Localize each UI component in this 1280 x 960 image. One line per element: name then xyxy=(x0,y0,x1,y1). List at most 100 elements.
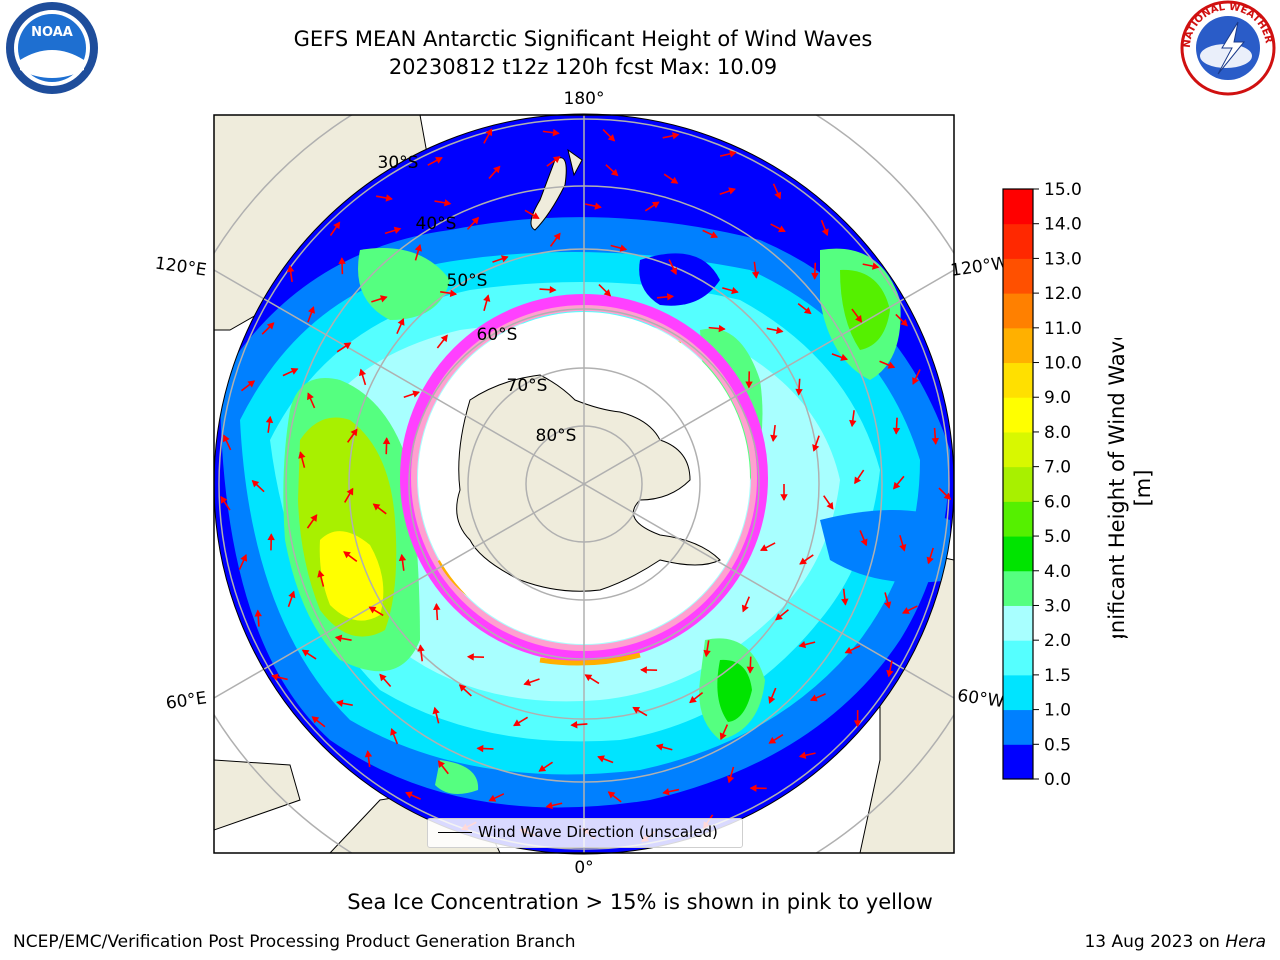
wind-arrow-head xyxy=(745,381,753,389)
wind-arrow-head xyxy=(776,326,784,335)
wind-arrow-head xyxy=(390,728,398,736)
wind-arrow-head xyxy=(549,285,557,294)
colorbar-tick-label: 9.0 xyxy=(1044,388,1071,408)
wind-arrow-head xyxy=(513,719,521,727)
colorbar-tick-label: 8.0 xyxy=(1044,423,1071,443)
wind-arrow-head xyxy=(240,554,248,562)
colorbar-tick-label: 14.0 xyxy=(1044,215,1082,235)
wind-arrow-head xyxy=(380,295,388,303)
colorbar-swatch xyxy=(1003,293,1033,329)
wind-arrow-head xyxy=(346,487,354,496)
colorbar-tick-label: 1.5 xyxy=(1044,666,1071,686)
wind-arrow-head xyxy=(780,494,788,502)
colorbar-swatch xyxy=(1003,570,1033,606)
footer-date-text: 13 Aug 2023 on xyxy=(1084,932,1226,952)
colorbar-swatch xyxy=(1003,189,1033,225)
wind-arrow-head xyxy=(247,380,256,388)
colorbar-tick-label: 15.0 xyxy=(1044,180,1082,200)
wind-arrow-head xyxy=(774,191,782,200)
wind-arrow-head xyxy=(412,390,420,398)
lat-label-80s: 80°S xyxy=(536,426,577,446)
wind-arrow-head xyxy=(267,533,275,541)
wind-arrow-head xyxy=(336,699,344,707)
wind-arrow-head xyxy=(892,427,901,435)
wind-arrow-head xyxy=(731,287,739,295)
sea-ice-note: Sea Ice Concentration > 15% is shown in … xyxy=(347,890,933,914)
colorbar-swatch xyxy=(1003,362,1033,398)
lon-label-180: 180° xyxy=(564,89,605,109)
colorbar-swatch xyxy=(1003,744,1033,780)
wind-arrow-head xyxy=(840,353,848,361)
colorbar-label-line1: Significant Height of Wind Waves xyxy=(1105,338,1129,638)
lat-label-70s: 70°S xyxy=(507,376,548,396)
colorbar-swatch xyxy=(1003,536,1033,572)
wind-arrow-head xyxy=(826,501,834,510)
wind-arrow-head xyxy=(872,262,880,270)
wind-arrow-head xyxy=(610,168,619,177)
colorbar-tick-label: 11.0 xyxy=(1044,319,1082,339)
map-border xyxy=(213,114,955,854)
lat-label-30s: 30°S xyxy=(378,153,419,173)
wind-arrow-head xyxy=(718,324,726,333)
wind-arrow-head xyxy=(632,706,641,714)
wind-arrow-head xyxy=(689,696,697,704)
wind-arrow-head xyxy=(338,257,346,265)
wind-arrow-head xyxy=(899,544,907,552)
wind-arrow-head xyxy=(290,367,299,375)
wind-arrow-head xyxy=(768,696,776,704)
chart-subtitle: 20230812 t12z 120h fcst Max: 10.09 xyxy=(388,55,778,79)
wind-arrow-head xyxy=(286,265,295,273)
footer-date: 13 Aug 2023 on Hera xyxy=(1084,932,1266,952)
wind-arrow-head xyxy=(485,128,493,137)
wind-arrow-head xyxy=(483,294,491,302)
wind-arrow-head xyxy=(844,646,853,654)
wind-arrow-head xyxy=(710,231,719,239)
wind-arrow-head xyxy=(317,570,325,578)
wind-arrow-head xyxy=(768,736,777,744)
wind-arrow-head xyxy=(433,603,441,611)
lat-label-60s: 60°S xyxy=(477,325,518,345)
colorbar-tick-label: 1.0 xyxy=(1044,701,1071,721)
wind-arrow-head xyxy=(594,202,602,210)
wind-arrow-head xyxy=(493,165,501,174)
wind-arrow-head xyxy=(860,538,868,547)
wind-arrow-head xyxy=(531,212,540,219)
wind-arrow-head xyxy=(770,434,778,442)
wind-arrow-head xyxy=(719,732,727,741)
wind-arrow-head xyxy=(597,755,605,763)
wind-arrow-head xyxy=(310,514,318,522)
wind-arrow-head xyxy=(476,744,484,753)
wind-arrow-head xyxy=(333,221,341,230)
wind-arrow-head xyxy=(607,791,616,799)
wind-arrow-head xyxy=(727,775,735,784)
wind-arrow-head xyxy=(811,272,819,280)
wind-arrow-head xyxy=(841,598,849,606)
wind-arrow-head xyxy=(254,609,262,617)
wind-arrow-head xyxy=(500,255,509,263)
wind-arrow-head xyxy=(603,289,612,297)
wind-arrow-head xyxy=(655,743,664,751)
wind-arrow-head xyxy=(372,503,381,511)
wind-arrow-head xyxy=(435,157,443,164)
wind-arrow-head xyxy=(640,666,647,674)
wind-arrow-head xyxy=(405,791,413,799)
colorbar-swatch xyxy=(1003,466,1033,502)
colorbar-tick-label: 0.5 xyxy=(1044,735,1071,755)
wind-arrow-head xyxy=(368,606,377,614)
wind-arrow-head xyxy=(812,444,820,452)
wind-arrow-head xyxy=(853,720,862,728)
wind-arrow-head xyxy=(343,342,352,350)
wind-arrows xyxy=(220,128,952,843)
colorbar-swatch xyxy=(1003,397,1033,433)
wind-arrow-head xyxy=(854,476,862,485)
wind-arrow-head xyxy=(553,232,561,241)
wind-arrow-head xyxy=(358,368,367,377)
wind-arrow-head xyxy=(607,134,616,142)
colorbar-tick-label: 7.0 xyxy=(1044,458,1071,478)
wind-arrow-head xyxy=(265,415,274,424)
wind-arrow-head xyxy=(943,492,952,501)
wind-arrow-head xyxy=(220,495,228,504)
wind-arrow-head xyxy=(798,640,807,649)
wind-arrow-head xyxy=(449,289,458,297)
colorbar-swatch xyxy=(1003,431,1033,468)
